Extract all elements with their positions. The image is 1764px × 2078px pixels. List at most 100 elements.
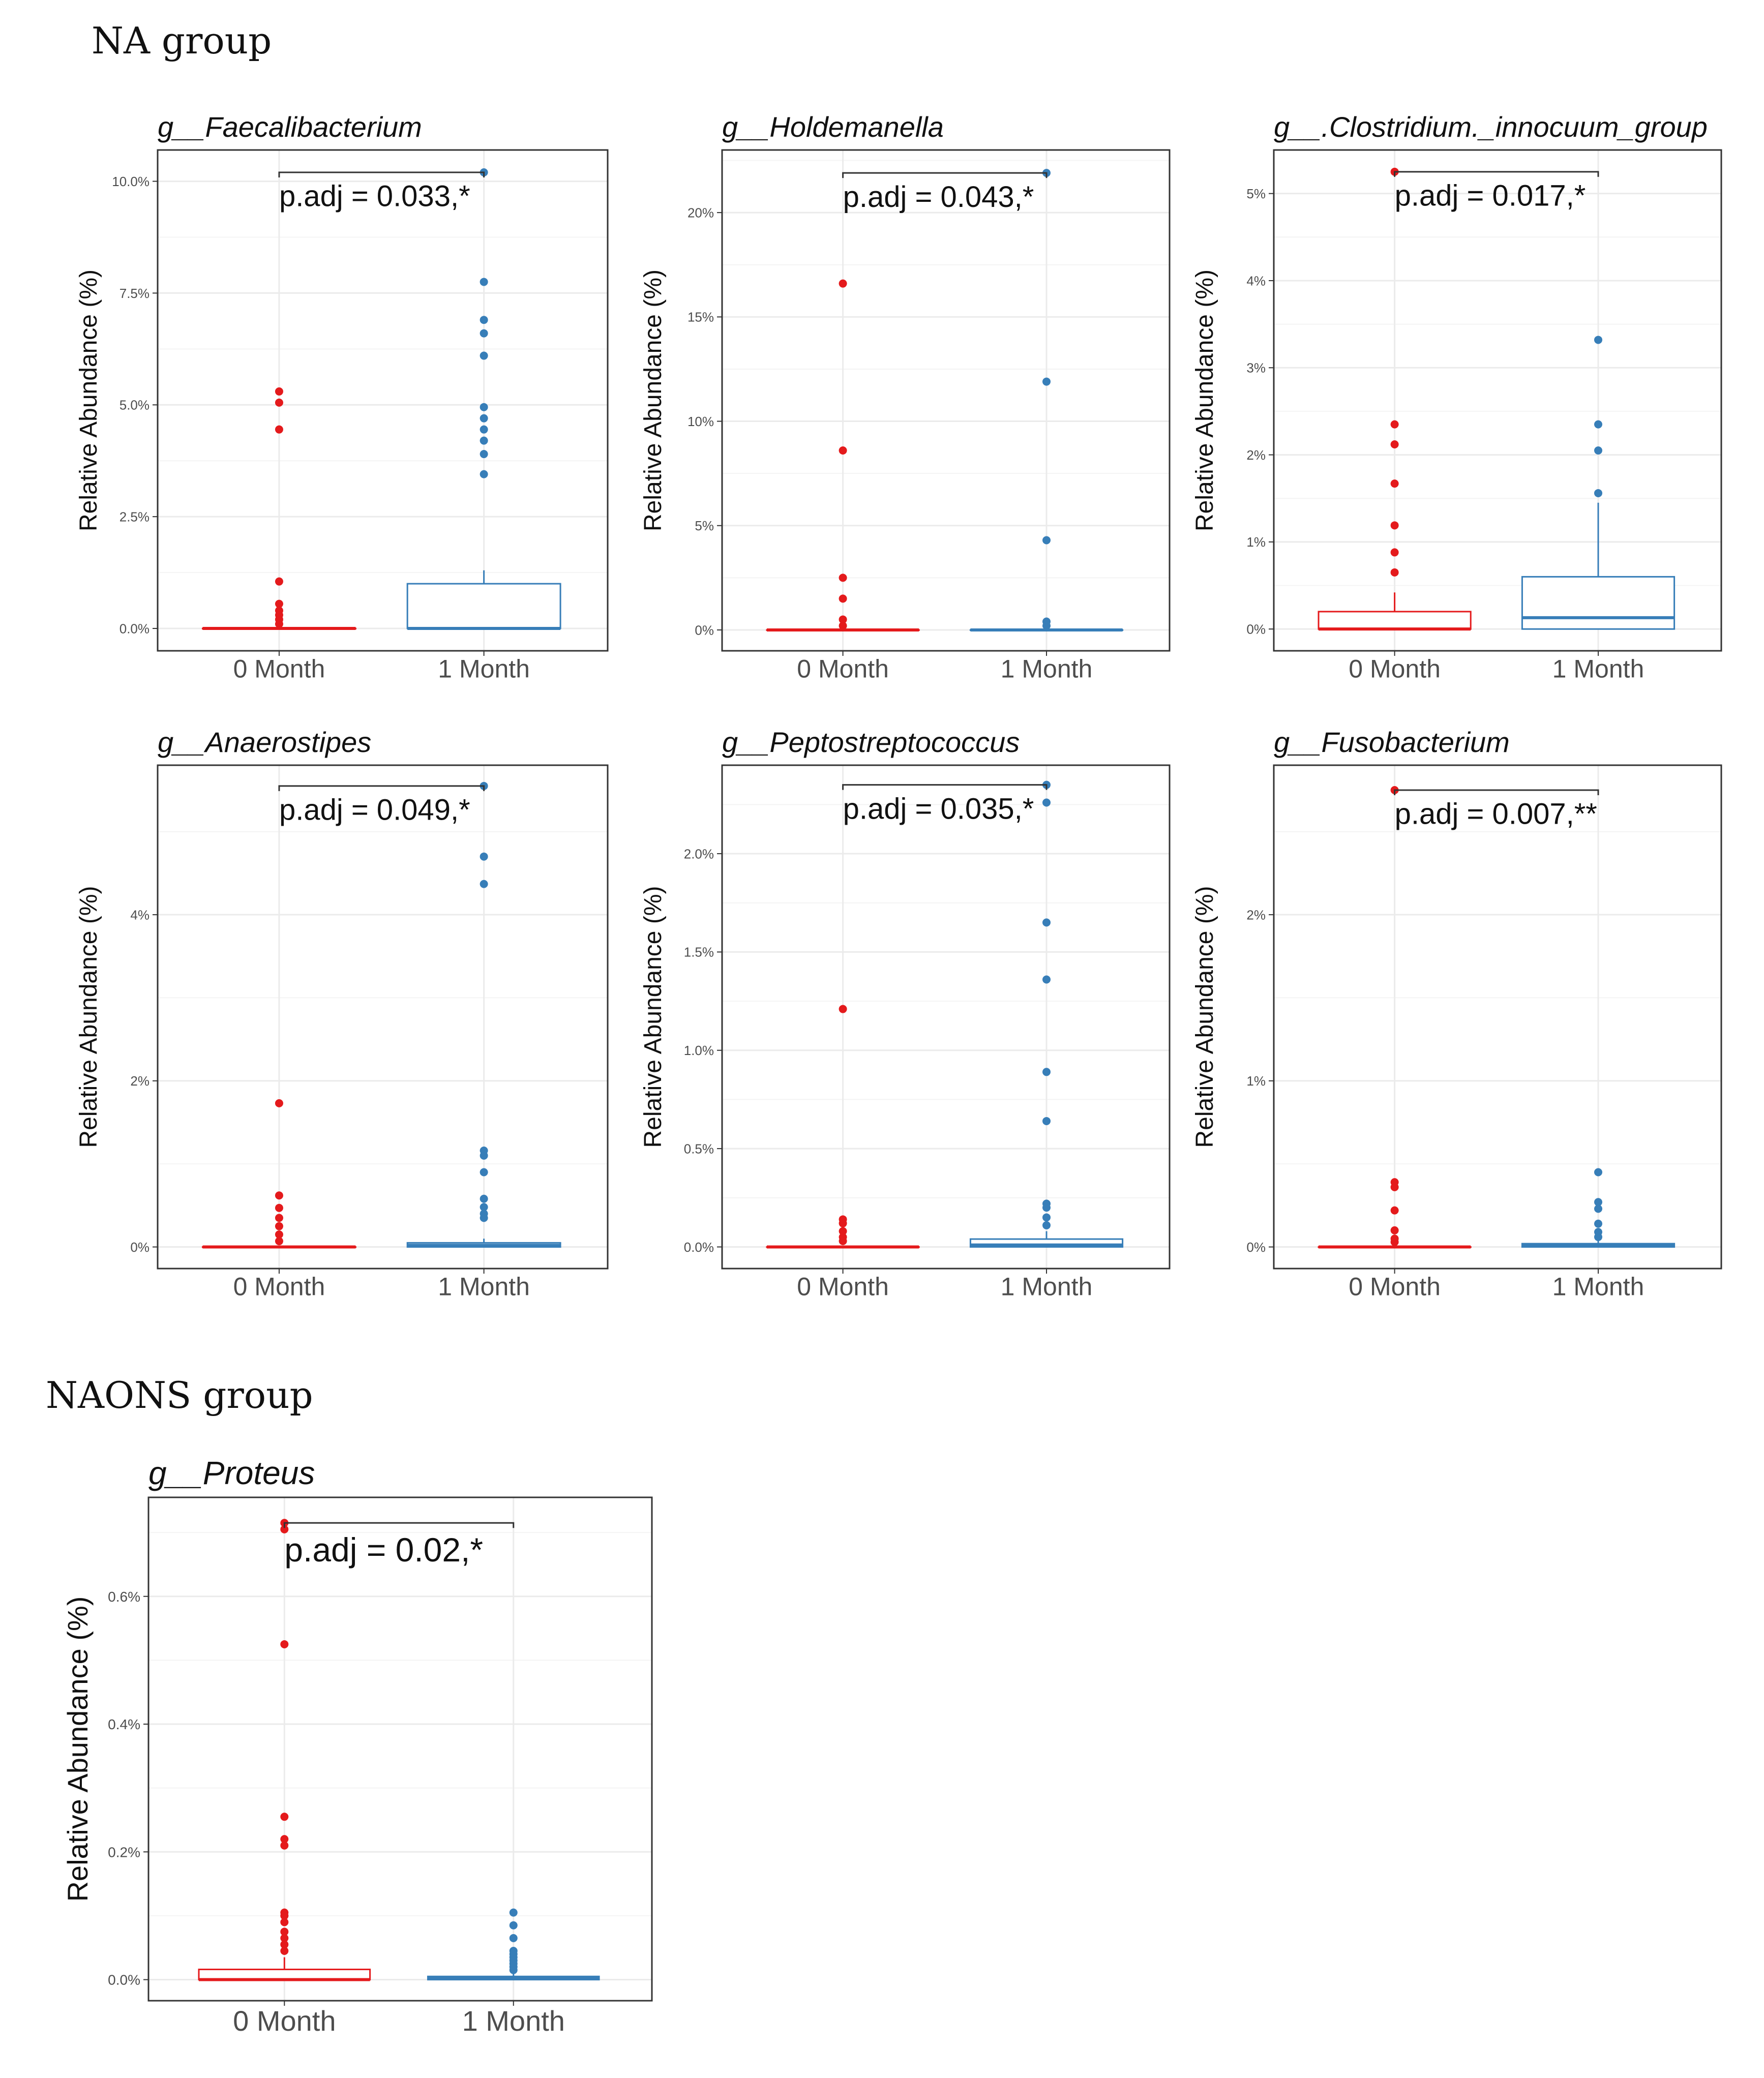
- outlier-point: [1594, 420, 1602, 429]
- outlier-point: [1390, 420, 1399, 429]
- outlier-point: [480, 880, 488, 888]
- outlier-point: [280, 1918, 289, 1926]
- outlier-point: [1042, 918, 1051, 927]
- y-tick-label: 2%: [130, 1073, 150, 1089]
- y-axis-label: Relative Abundance (%): [1191, 269, 1218, 531]
- significance-bracket: [1394, 789, 1599, 796]
- box-1-month: [406, 781, 561, 1248]
- y-axis-label: Relative Abundance (%): [640, 269, 667, 531]
- outlier-point: [280, 1835, 289, 1844]
- outlier-point: [839, 1227, 847, 1236]
- y-tick-label: 0%: [130, 1240, 150, 1255]
- plot-frame: [157, 149, 609, 652]
- outlier-point: [1042, 1213, 1051, 1222]
- outlier-point: [280, 1947, 289, 1955]
- outlier-point: [480, 436, 488, 445]
- outlier-point: [480, 316, 488, 324]
- outlier-point: [275, 620, 283, 628]
- outlier-point: [1594, 1219, 1602, 1228]
- plot-background: [1274, 765, 1721, 1269]
- x-tick-label: 1 Month: [1001, 1273, 1093, 1301]
- x-tick-label: 0 Month: [1349, 1273, 1441, 1301]
- outlier-point: [275, 599, 283, 608]
- outlier-point: [1594, 1168, 1602, 1177]
- plot-frame: [721, 764, 1171, 1270]
- y-tick-label: 10.0%: [112, 174, 150, 189]
- outlier-point: [839, 1005, 847, 1013]
- significance-bracket: [278, 171, 485, 177]
- outlier-point: [1390, 1206, 1399, 1215]
- chart-title: g__Proteus: [148, 1455, 315, 1491]
- outlier-point: [1390, 1226, 1399, 1234]
- outlier-point: [509, 1934, 518, 1942]
- y-tick-label: 0%: [1246, 622, 1266, 637]
- chart-panel-2: 0% 1% 2% 3% 4% 5% 0 Month 1 Month p.adj = 0.017,…: [1191, 111, 1722, 683]
- y-tick-label: 1%: [1246, 1073, 1266, 1089]
- outlier-point: [275, 1230, 283, 1239]
- outlier-point: [1042, 1221, 1051, 1229]
- y-axis-label: Relative Abundance (%): [62, 1597, 94, 1902]
- iqr-box: [1318, 611, 1472, 630]
- plot-frame: [1273, 764, 1722, 1270]
- outlier-point: [280, 1525, 289, 1533]
- y-tick-label: 20%: [687, 205, 714, 220]
- outlier-point: [1042, 377, 1051, 386]
- x-tick-label: 0 Month: [1349, 655, 1441, 683]
- outlier-point: [1390, 548, 1399, 557]
- y-tick-label: 15%: [687, 310, 714, 325]
- y-tick-label: 5%: [1246, 186, 1266, 201]
- outlier-point: [839, 279, 847, 288]
- y-tick-label: 0.6%: [108, 1589, 140, 1605]
- box-0-month: [766, 279, 920, 631]
- significance-annotation: p.adj = 0.035,*: [843, 792, 1034, 825]
- y-tick-label: 2.5%: [119, 509, 150, 525]
- outlier-point: [839, 446, 847, 455]
- x-tick-label: 0 Month: [797, 655, 889, 683]
- outlier-point: [280, 1640, 289, 1648]
- chart-panel-3: 0% 2% 4% 0 Month 1 Month p.adj = 0.049,* g__An…: [75, 726, 609, 1301]
- outlier-point: [1390, 479, 1399, 488]
- outlier-point: [1594, 446, 1602, 455]
- significance-bracket: [283, 1522, 515, 1528]
- significance-annotation: p.adj = 0.043,*: [843, 180, 1034, 214]
- x-tick-label: 1 Month: [462, 2005, 565, 2037]
- outlier-point: [480, 403, 488, 411]
- outlier-point: [480, 1203, 488, 1212]
- x-tick-label: 1 Month: [1552, 655, 1645, 683]
- outlier-point: [509, 1966, 518, 1974]
- significance-annotation: p.adj = 0.017,*: [1395, 179, 1586, 213]
- outlier-point: [480, 1151, 488, 1160]
- outlier-point: [280, 1940, 289, 1949]
- outlier-point: [480, 351, 488, 360]
- outlier-point: [275, 1203, 283, 1212]
- box-1-month: [1521, 1168, 1676, 1248]
- y-tick-label: 1.5%: [684, 945, 714, 960]
- plot-background: [722, 765, 1170, 1269]
- chart-title: g__.Clostridium._innocuum_group: [1274, 111, 1708, 143]
- box-0-month: [202, 1099, 356, 1249]
- outlier-point: [1594, 1204, 1602, 1213]
- y-axis-label: Relative Abundance (%): [75, 886, 102, 1148]
- iqr-box: [198, 1968, 371, 1981]
- x-tick-label: 1 Month: [438, 655, 530, 683]
- outlier-point: [480, 414, 488, 423]
- outlier-point: [509, 1908, 518, 1917]
- chart-title: g__Anaerostipes: [158, 726, 371, 758]
- outlier-point: [480, 425, 488, 434]
- outlier-point: [839, 615, 847, 624]
- box-1-month: [969, 780, 1124, 1248]
- outlier-point: [839, 621, 847, 630]
- box-0-month: [198, 1519, 371, 1981]
- outlier-point: [1390, 568, 1399, 577]
- x-tick-label: 0 Month: [233, 655, 325, 683]
- outlier-point: [275, 398, 283, 407]
- outlier-point: [275, 387, 283, 396]
- outlier-point: [1390, 1238, 1399, 1246]
- chart-title: g__Peptostreptococcus: [722, 726, 1020, 758]
- outlier-point: [839, 1237, 847, 1245]
- box-0-month: [1318, 167, 1472, 631]
- chart-title: g__Holdemanella: [722, 111, 944, 143]
- y-axis-label: Relative Abundance (%): [75, 269, 102, 531]
- significance-bracket: [278, 785, 485, 791]
